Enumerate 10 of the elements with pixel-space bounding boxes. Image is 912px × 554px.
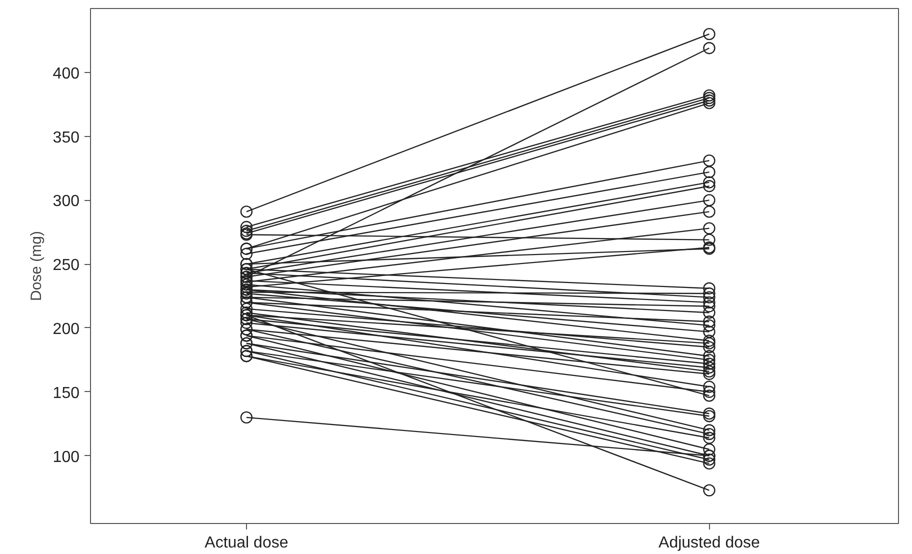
x-tick-label: Actual dose [204, 534, 288, 552]
x-tick-label: Adjusted dose [658, 534, 760, 552]
y-tick-label: 200 [52, 320, 80, 338]
y-tick-label: 100 [52, 448, 80, 466]
y-tick-label: 150 [52, 384, 80, 402]
y-tick-label: 350 [52, 129, 80, 146]
y-axis-title: Dose (mg) [28, 230, 45, 302]
y-tick-label: 250 [52, 257, 80, 274]
y-tick-label: 400 [52, 65, 80, 82]
y-tick-label: 300 [52, 193, 80, 210]
